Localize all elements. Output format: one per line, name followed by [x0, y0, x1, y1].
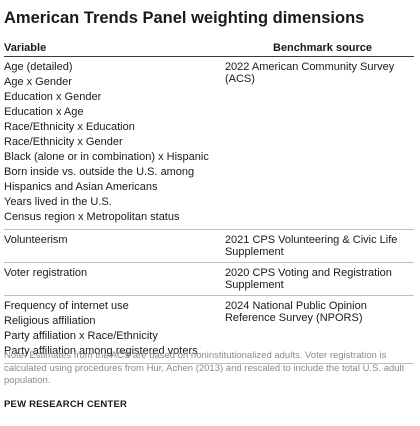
variable-item: Age (detailed)	[4, 61, 73, 73]
variable-item: Education x Age	[4, 106, 84, 118]
header-benchmark-source: Benchmark source	[273, 42, 373, 54]
source-credit: PEW RESEARCH CENTER	[4, 399, 128, 410]
variable-item: Born inside vs. outside the U.S. among H…	[4, 166, 195, 193]
header-variable: Variable	[4, 42, 47, 54]
benchmark-cell: 2021 CPS Volunteering & Civic Life Suppl…	[224, 234, 398, 258]
variable-cell: Volunteerism	[4, 230, 221, 262]
variable-cell: Frequency of internet use Religious affi…	[4, 296, 221, 363]
variable-item: Census region x Metropolitan status	[4, 211, 180, 223]
footnote: Note: Estimates from the ACS are based o…	[4, 350, 405, 386]
weighting-table: Variable Benchmark source Age (detailed)…	[4, 40, 414, 364]
variable-item: Volunteerism	[4, 234, 68, 246]
variable-item: Black (alone or in combination) x Hispan…	[4, 151, 209, 163]
variable-cell: Voter registration	[4, 263, 221, 295]
variable-item: Voter registration	[4, 267, 88, 279]
variable-item: Years lived in the U.S.	[4, 196, 112, 208]
table-row: Frequency of internet use Religious affi…	[4, 296, 414, 364]
variable-item: Frequency of internet use	[4, 300, 129, 312]
variable-item: Party affiliation among registered voter…	[4, 345, 198, 357]
variable-item: Education x Gender	[4, 91, 102, 103]
variable-item: Party affiliation x Race/Ethnicity	[4, 330, 158, 342]
benchmark-cell: 2020 CPS Voting and Registration Supplem…	[224, 267, 392, 291]
variable-cell: Age (detailed) Age x Gender Education x …	[4, 57, 221, 229]
variable-item: Religious affiliation	[4, 315, 96, 327]
table-row: Age (detailed) Age x Gender Education x …	[4, 57, 414, 230]
variable-item: Age x Gender	[4, 76, 72, 88]
table-row: Voter registration 2020 CPS Voting and R…	[4, 263, 414, 296]
table-row: Volunteerism 2021 CPS Volunteering & Civ…	[4, 230, 414, 263]
table-header: Variable Benchmark source	[4, 40, 414, 57]
variable-item: Race/Ethnicity x Education	[4, 121, 135, 133]
variable-item: Race/Ethnicity x Gender	[4, 136, 123, 148]
benchmark-cell: 2022 American Community Survey (ACS)	[224, 61, 395, 85]
page-title: American Trends Panel weighting dimensio…	[4, 9, 365, 27]
benchmark-cell: 2024 National Public Opinion Reference S…	[224, 300, 367, 324]
